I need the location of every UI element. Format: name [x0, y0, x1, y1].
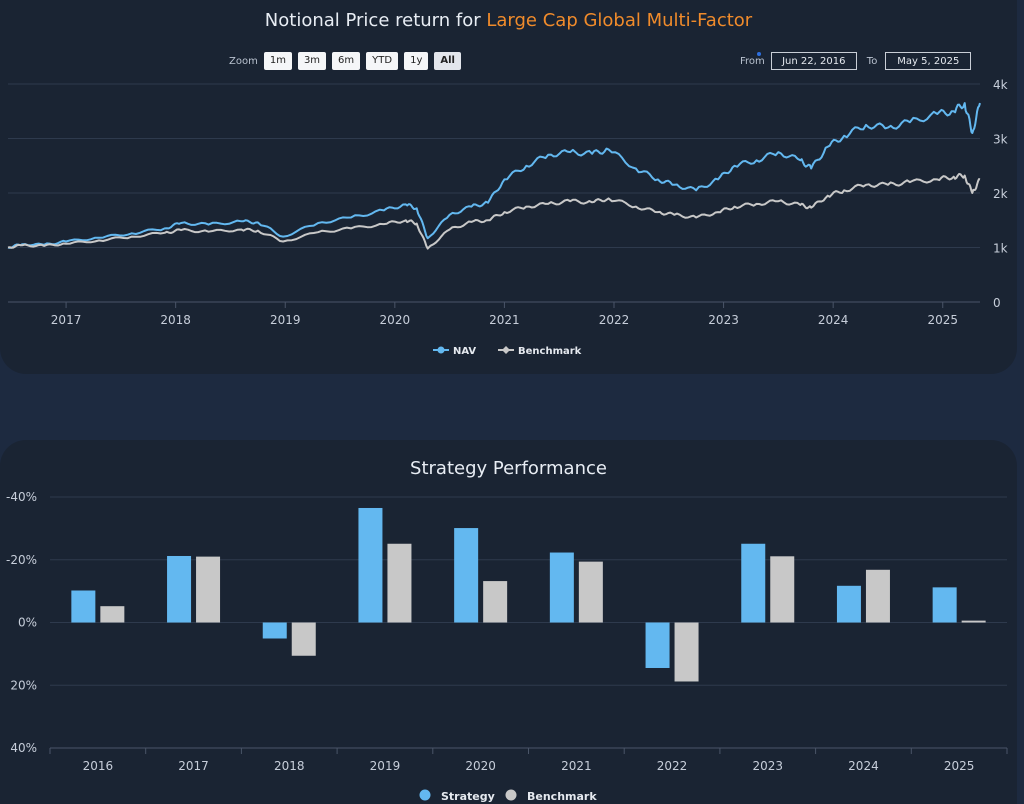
to-label: To [866, 55, 878, 67]
bar-benchmark-2025 [961, 620, 986, 623]
strategy-performance-panel: Strategy Performance -40% -20% 0% 20% 40% 20… [0, 440, 1017, 804]
legend-marker-benchmark [505, 789, 517, 801]
line-y-tick-label: 4k [993, 78, 1008, 92]
bar-strategy-2024 [836, 585, 861, 623]
zoom-1m-button[interactable]: 1m [263, 52, 292, 70]
calendar-dot-icon [757, 51, 761, 56]
bar-benchmark-2022 [674, 622, 699, 682]
legend-marker-benchmark [502, 346, 510, 354]
bar-benchmark-2018 [291, 622, 316, 656]
bar-chart-y-ticks: -40% -20% 0% 20% 40% [6, 490, 37, 755]
bar-x-tick-label: 2017 [178, 759, 209, 773]
series-line-benchmark [7, 172, 981, 250]
line-y-tick-label: 0 [993, 296, 1001, 310]
bar-benchmark-2020 [483, 581, 508, 623]
bar-chart-grid [50, 496, 1007, 749]
chart-title-strategy: Large Cap Global Multi-Factor [486, 10, 753, 31]
from-label: From [740, 51, 765, 67]
bar-x-tick-label: 2016 [83, 759, 114, 773]
bar-x-tick-label: 2022 [657, 759, 688, 773]
zoom-controls: Zoom 1m 3m 6m YTD 1y All [229, 51, 467, 71]
line-x-tick-label: 2020 [380, 313, 411, 327]
bar-y-tick-label: 20% [10, 678, 37, 692]
line-y-tick-label: 3k [993, 133, 1008, 147]
bar-y-tick-label: -40% [6, 490, 37, 504]
bar-benchmark-2024 [865, 569, 890, 623]
line-y-tick-label: 2k [993, 187, 1008, 201]
bar-x-tick-label: 2018 [274, 759, 305, 773]
bar-chart-legend: Strategy Benchmark [419, 789, 597, 803]
line-x-tick-label: 2021 [489, 313, 520, 327]
bar-strategy-2016 [71, 590, 96, 623]
bar-strategy-2019 [358, 507, 383, 623]
line-x-tick-label: 2022 [599, 313, 630, 327]
bar-y-tick-label: -20% [6, 553, 37, 567]
chart-title-prefix: Notional Price return for [264, 10, 487, 31]
to-date-input[interactable]: May 5, 2025 [885, 52, 972, 70]
bar-x-tick-label: 2023 [752, 759, 783, 773]
zoom-3m-button[interactable]: 3m [297, 52, 327, 70]
from-label-text: From [740, 55, 765, 67]
line-chart-x-ticks: 2017 2018 2019 2020 2021 2022 2023 2024 2025 [51, 302, 958, 327]
line-chart-y-ticks: 0 1k 2k 3k 4k [993, 78, 1008, 310]
bar-chart-x-ticks: 2016 2017 2018 2019 2020 2021 2022 2023 2024 2025 [49, 748, 1008, 773]
zoom-1y-button[interactable]: 1y [404, 52, 429, 70]
line-x-tick-label: 2017 [51, 313, 82, 327]
legend-marker-strategy [419, 789, 431, 801]
bar-x-tick-label: 2020 [465, 759, 496, 773]
bar-chart-title: Strategy Performance [410, 458, 607, 479]
line-x-tick-label: 2019 [270, 313, 301, 327]
legend-label-strategy: Strategy [441, 790, 495, 803]
line-y-tick-label: 1k [993, 242, 1008, 256]
series-line-nav [7, 102, 981, 249]
bar-strategy-2021 [549, 552, 574, 623]
line-x-tick-label: 2024 [818, 313, 849, 327]
bar-y-tick-label: 0% [18, 616, 37, 630]
bar-chart-bars [71, 507, 986, 682]
bar-x-tick-label: 2024 [848, 759, 879, 773]
zoom-ytd-button[interactable]: YTD [366, 52, 399, 70]
chart-title: Notional Price return for Large Cap Glob… [0, 10, 1017, 31]
bar-strategy-2025 [932, 587, 957, 623]
bar-benchmark-2017 [196, 556, 221, 623]
zoom-all-button[interactable]: All [434, 52, 461, 70]
price-return-panel: Notional Price return for Large Cap Glob… [0, 0, 1017, 374]
bar-x-tick-label: 2021 [561, 759, 592, 773]
bar-strategy-2023 [741, 543, 766, 623]
line-chart-legend: NAV Benchmark [433, 346, 582, 357]
bar-benchmark-2021 [578, 561, 603, 623]
bar-strategy-2017 [167, 555, 192, 623]
zoom-6m-button[interactable]: 6m [332, 52, 361, 70]
strategy-performance-chart: -40% -20% 0% 20% 40% 2016 2017 2018 2019 2020 202… [6, 490, 1008, 803]
line-x-tick-label: 2018 [160, 313, 191, 327]
legend-marker-nav [437, 346, 445, 354]
zoom-label: Zoom [229, 55, 258, 67]
line-x-tick-label: 2023 [708, 313, 739, 327]
bar-strategy-2020 [454, 528, 479, 623]
legend-label-benchmark: Benchmark [518, 346, 582, 357]
bar-benchmark-2019 [387, 543, 412, 623]
bar-benchmark-2023 [770, 556, 795, 623]
bar-y-tick-label: 40% [10, 741, 37, 755]
bar-benchmark-2016 [100, 606, 125, 623]
bar-x-tick-label: 2025 [944, 759, 975, 773]
line-chart-series [7, 102, 981, 250]
legend-label-benchmark: Benchmark [527, 790, 597, 803]
from-date-input[interactable]: Jun 22, 2016 [770, 52, 857, 70]
bar-strategy-2018 [262, 622, 287, 639]
bar-x-tick-label: 2019 [370, 759, 401, 773]
date-range-selector: From Jun 22, 2016 To May 5, 2025 [740, 51, 972, 71]
bar-strategy-2022 [645, 622, 670, 668]
line-chart-grid [8, 83, 980, 303]
line-x-tick-label: 2025 [927, 313, 958, 327]
legend-label-nav: NAV [453, 346, 476, 357]
